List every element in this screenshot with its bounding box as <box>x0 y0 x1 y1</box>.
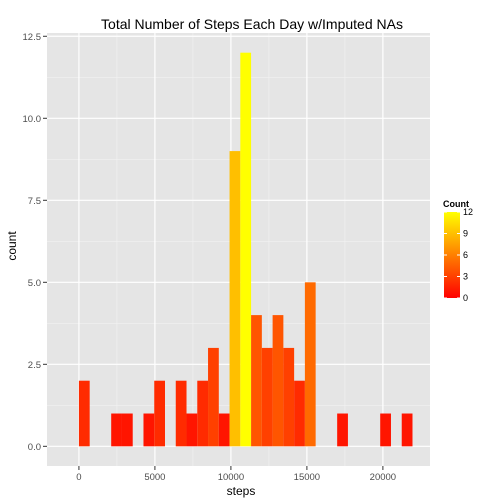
legend-ticks: 0 3 6 9 12 <box>444 207 473 303</box>
legend-tick-label: 0 <box>463 293 468 303</box>
histogram-bar <box>208 347 219 447</box>
histogram-bar <box>283 347 295 447</box>
histogram-bar <box>111 413 122 447</box>
x-axis-title: steps <box>227 484 256 498</box>
legend-title: Count <box>443 199 469 209</box>
color-legend: Count 0 3 6 9 12 <box>443 199 473 303</box>
histogram-bar <box>229 151 241 447</box>
histogram-bar <box>251 315 262 447</box>
histogram-bar <box>186 413 198 447</box>
y-tick-label: 7.5 <box>28 196 41 207</box>
histogram-bar <box>261 347 273 447</box>
y-tick-label: 10.0 <box>23 114 42 125</box>
histogram-bar <box>401 413 413 447</box>
legend-color-bar <box>444 212 460 298</box>
histogram-bar <box>240 52 252 447</box>
y-tick-label: 0.0 <box>28 442 41 453</box>
histogram-bars <box>78 52 413 447</box>
histogram-bar <box>337 413 348 447</box>
y-tick-label: 12.5 <box>23 32 42 43</box>
y-axis-title: count <box>5 231 19 261</box>
histogram-bar <box>78 380 90 447</box>
x-tick-label: 15000 <box>294 472 320 483</box>
y-tick-label: 2.5 <box>28 360 41 371</box>
x-tick-label: 10000 <box>218 472 244 483</box>
histogram-bar <box>143 413 155 447</box>
y-axis-ticks: 0.0 2.5 5.0 7.5 10.0 12.5 <box>23 32 47 453</box>
histogram-bar <box>197 380 209 447</box>
histogram-bar <box>380 413 391 447</box>
x-tick-label: 20000 <box>370 472 396 483</box>
chart-title: Total Number of Steps Each Day w/Imputed… <box>101 16 403 32</box>
histogram-bar <box>294 380 305 447</box>
legend-tick-label: 6 <box>463 250 468 260</box>
legend-tick-label: 3 <box>463 272 468 282</box>
y-tick-label: 5.0 <box>28 278 41 289</box>
legend-tick-label: 12 <box>463 207 473 217</box>
legend-tick-label: 9 <box>463 229 468 239</box>
histogram-bar <box>272 315 284 447</box>
x-axis-ticks: 0 5000 10000 15000 20000 <box>76 466 396 483</box>
histogram-bar <box>175 380 187 447</box>
x-tick-label: 0 <box>76 472 81 483</box>
histogram-bar <box>121 413 133 447</box>
histogram-bar <box>218 413 230 447</box>
x-tick-label: 5000 <box>144 472 165 483</box>
histogram-bar <box>304 282 316 447</box>
histogram-bar <box>154 380 166 447</box>
